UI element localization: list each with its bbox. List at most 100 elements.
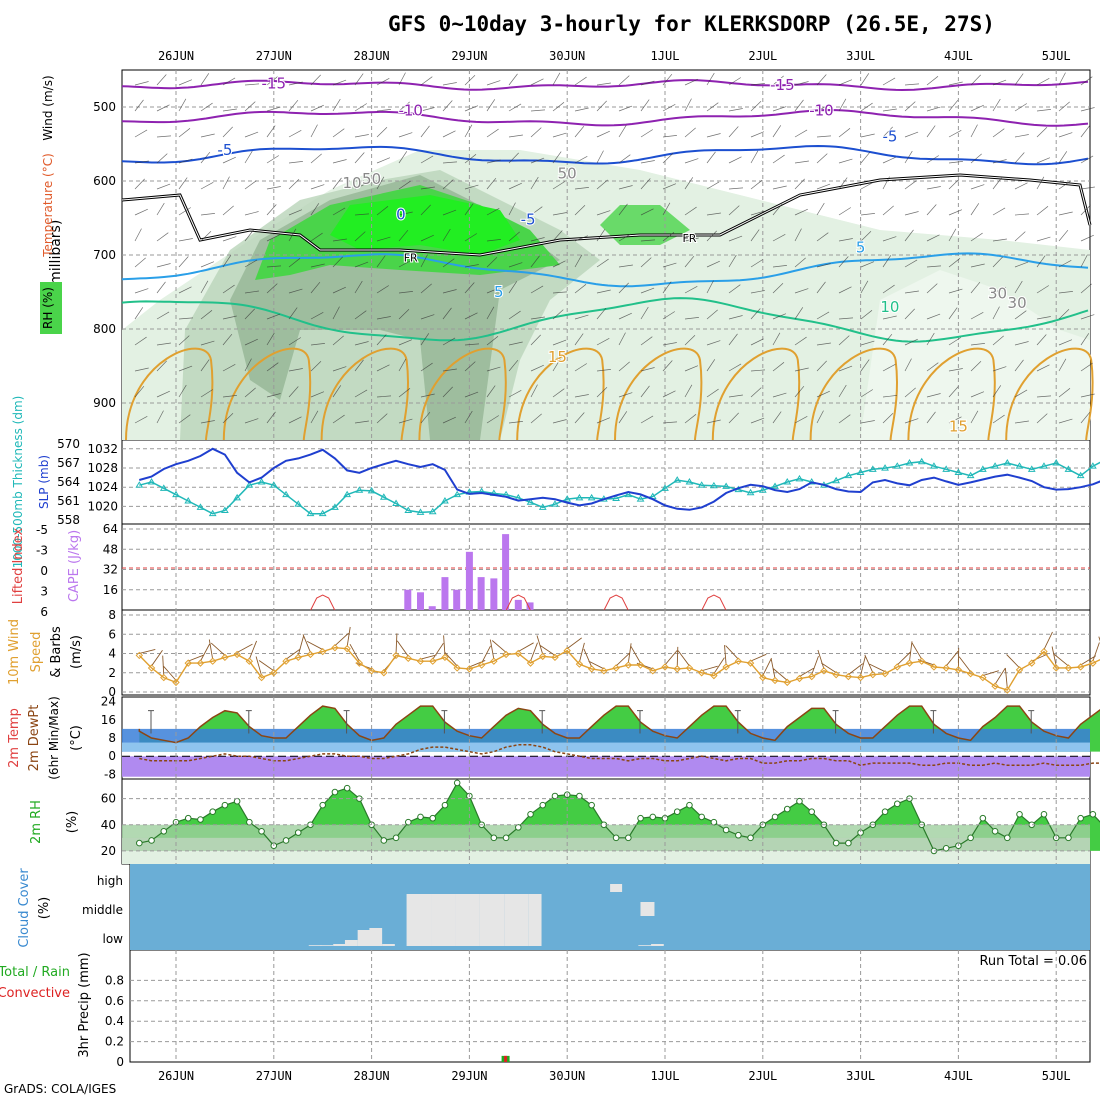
rh-marker — [991, 828, 999, 835]
y-tick-label: middle — [82, 903, 123, 917]
y-tick-label: 1028 — [87, 461, 118, 475]
y-tick-label: 16 — [103, 583, 118, 597]
wind-speed-marker — [416, 657, 425, 665]
wind-speed-marker — [759, 673, 767, 682]
temp-axis-label-1: 2m Temp — [7, 708, 22, 768]
contour-label: 15 — [949, 418, 968, 436]
thickness-marker — [233, 493, 242, 501]
rh-marker — [637, 814, 644, 822]
temp-minmax-bar — [148, 710, 154, 734]
wind-speed-marker — [930, 663, 938, 671]
date-label-bottom: 27JUN — [256, 1069, 292, 1083]
precip-axis-label: 3hr Precip (mm) — [77, 952, 92, 1057]
thickness-marker — [844, 471, 853, 479]
wind-speed-marker — [563, 646, 571, 655]
wind-speed-marker — [844, 672, 853, 681]
wind-speed-marker — [233, 650, 241, 659]
rh-marker — [527, 811, 534, 818]
cloud-segment — [406, 894, 420, 946]
y-tick-label: low — [103, 932, 124, 946]
date-label-bottom: 29JUN — [451, 1069, 487, 1083]
rh-marker — [845, 839, 852, 847]
thickness-marker — [331, 503, 339, 510]
date-label-top: 4JUL — [944, 49, 973, 63]
rh-marker — [1016, 811, 1023, 818]
rh-marker — [490, 834, 498, 842]
thickness-marker — [978, 465, 987, 472]
thickness-marker — [893, 462, 902, 469]
wind-speed-marker — [1064, 664, 1073, 672]
temp-line — [138, 705, 1100, 744]
date-label-bottom: 1JUL — [651, 1069, 680, 1083]
y-tick-label: 8 — [108, 608, 116, 622]
rh-marker — [881, 808, 889, 815]
wind-speed-marker — [636, 661, 645, 669]
thickness-marker — [710, 481, 718, 489]
rh-marker — [588, 801, 595, 809]
thickness-marker — [282, 490, 290, 498]
thickness-marker — [367, 486, 376, 494]
date-label-bottom: 4JUL — [944, 1069, 973, 1083]
wind-speed-marker — [282, 657, 290, 665]
y-tick-label: 900 — [93, 396, 116, 410]
rh-marker — [453, 779, 461, 787]
thickness-marker — [661, 484, 669, 491]
thickness-marker — [966, 471, 975, 479]
thickness-marker — [1027, 465, 1036, 472]
thickness-marker — [343, 490, 352, 498]
rh-marker — [1077, 814, 1084, 822]
cloud-axis-label-2: (%) — [37, 897, 52, 920]
date-label-bottom: 30JUN — [549, 1069, 585, 1083]
y-tick-label: 3 — [40, 585, 48, 599]
rh-marker — [832, 839, 840, 847]
wind-speed-marker — [612, 664, 620, 672]
y-tick-label: 16 — [101, 713, 116, 727]
y-tick-label: 570 — [57, 437, 80, 451]
cape-bar — [490, 578, 498, 610]
thickness-marker — [930, 462, 938, 469]
wind-axis-label-4: (m/s) — [69, 635, 84, 669]
cloud-segment — [369, 928, 383, 946]
wind-speed-marker — [722, 663, 730, 671]
thickness-marker — [612, 494, 620, 501]
wind-speed-marker — [600, 667, 608, 675]
isotherm-15 — [1005, 347, 1094, 441]
y-tick-label: -5 — [36, 523, 48, 537]
thickness-marker — [575, 493, 584, 501]
wind-speed-marker — [734, 657, 743, 665]
wind-speed-marker — [942, 664, 950, 672]
wind-speed-marker — [575, 660, 584, 668]
wind-speed-marker — [685, 664, 694, 672]
y-tick-label: 564 — [57, 475, 80, 489]
thickness-marker — [221, 506, 229, 513]
isotherm-15 — [809, 347, 898, 441]
wind-speed-marker — [1076, 663, 1085, 671]
rh-line — [139, 781, 1100, 852]
wind-speed-marker — [404, 654, 412, 663]
wind-speed-marker — [661, 663, 669, 671]
panel-frame-cape — [121, 523, 1091, 611]
slp-axis-label: SLP (mb) — [37, 455, 51, 509]
thickness-marker — [1064, 465, 1073, 472]
thickness-marker — [416, 508, 425, 515]
cloud-mid-segment — [640, 902, 655, 916]
thickness-marker — [807, 478, 816, 485]
thickness-marker — [832, 476, 841, 484]
wind-speed-marker — [306, 650, 315, 659]
rh-marker — [893, 800, 901, 808]
wind-speed-marker — [502, 650, 510, 659]
rh-marker — [282, 837, 290, 844]
precip-convective-bar — [504, 1055, 508, 1062]
rh-marker — [429, 814, 437, 822]
temp-minmax-bar — [441, 710, 448, 734]
thickness-marker — [306, 509, 315, 517]
cape-bar — [465, 551, 473, 610]
wind-speed-marker — [624, 661, 633, 669]
contour-label: 0 — [396, 205, 406, 223]
wind-speed-marker — [771, 676, 779, 685]
run-total-label: Run Total = 0.06 — [979, 954, 1087, 969]
y-tick-label: high — [97, 874, 123, 888]
wind-speed-marker — [318, 647, 327, 656]
page-title: GFS 0~10day 3-hourly for KLERKSDORP (26.… — [388, 12, 995, 36]
thickness-marker — [905, 459, 914, 466]
